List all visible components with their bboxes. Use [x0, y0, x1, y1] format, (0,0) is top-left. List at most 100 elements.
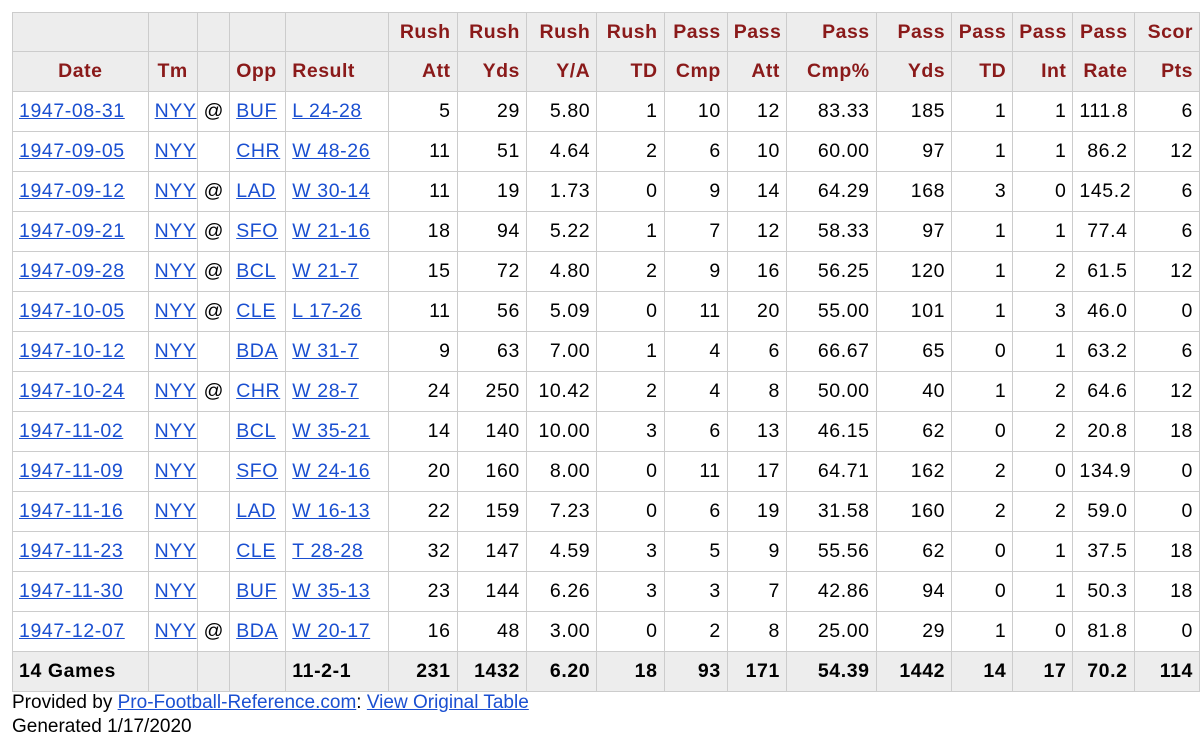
- date-link[interactable]: 1947-11-23: [19, 540, 124, 562]
- opp-link[interactable]: BUF: [236, 580, 277, 602]
- team-link[interactable]: NYY: [154, 180, 197, 202]
- result-link[interactable]: W 30-14: [292, 180, 371, 202]
- result-link[interactable]: W 48-26: [292, 140, 371, 162]
- result-link[interactable]: W 16-13: [292, 500, 371, 522]
- team-link[interactable]: NYY: [154, 540, 197, 562]
- date-link[interactable]: 1947-11-30: [19, 580, 124, 602]
- over-header-pass-att: Pass: [726, 12, 787, 52]
- team-link[interactable]: NYY: [154, 300, 197, 322]
- result-link[interactable]: W 21-16: [292, 220, 371, 242]
- team-link[interactable]: NYY: [154, 420, 197, 442]
- result-link[interactable]: W 21-7: [292, 260, 359, 282]
- team-link[interactable]: NYY: [154, 460, 197, 482]
- pro-football-reference-link[interactable]: Pro-Football-Reference.com: [117, 692, 357, 713]
- header-pass-rate[interactable]: Rate: [1072, 51, 1135, 92]
- result-link[interactable]: T 28-28: [292, 540, 364, 562]
- date-link[interactable]: 1947-12-07: [19, 620, 125, 642]
- cell-rush-yds: 51: [456, 131, 527, 172]
- cell-scor-pts: 6: [1133, 91, 1200, 132]
- cell-pass-td: 0: [951, 571, 1014, 612]
- result-link[interactable]: W 24-16: [292, 460, 371, 482]
- total-at: [196, 651, 231, 692]
- date-link[interactable]: 1947-10-24: [19, 380, 125, 402]
- date-link[interactable]: 1947-10-05: [19, 300, 125, 322]
- header-pass-yds[interactable]: Yds: [875, 51, 953, 92]
- cell-result: W 20-17: [285, 611, 390, 652]
- result-link[interactable]: W 20-17: [292, 620, 371, 642]
- source-prefix: Provided by: [12, 692, 118, 713]
- team-link[interactable]: NYY: [154, 580, 197, 602]
- opp-link[interactable]: SFO: [236, 220, 279, 242]
- header-rush-ya[interactable]: Y/A: [525, 51, 598, 92]
- team-link[interactable]: NYY: [154, 260, 197, 282]
- opp-link[interactable]: CLE: [236, 300, 276, 322]
- cell-pass-rate: 37.5: [1072, 531, 1135, 572]
- cell-pass-td: 1: [951, 611, 1014, 652]
- header-opp[interactable]: Opp: [229, 51, 287, 92]
- opp-link[interactable]: CHR: [236, 380, 281, 402]
- date-link[interactable]: 1947-10-12: [19, 340, 125, 362]
- header-pass-cmp-pct[interactable]: Cmp%: [785, 51, 877, 92]
- team-link[interactable]: NYY: [154, 220, 197, 242]
- team-link[interactable]: NYY: [154, 100, 197, 122]
- header-date[interactable]: Date: [12, 51, 149, 92]
- date-link[interactable]: 1947-09-28: [19, 260, 125, 282]
- cell-scor-pts: 18: [1133, 571, 1200, 612]
- date-link[interactable]: 1947-11-09: [19, 460, 124, 482]
- header-pass-int[interactable]: Int: [1012, 51, 1074, 92]
- header-rush-yds[interactable]: Yds: [456, 51, 527, 92]
- view-original-table-link[interactable]: View Original Table: [366, 692, 529, 713]
- opp-link[interactable]: BDA: [236, 620, 279, 642]
- header-pass-td[interactable]: TD: [951, 51, 1014, 92]
- opp-link[interactable]: SFO: [236, 460, 279, 482]
- cell-at: [196, 411, 231, 452]
- cell-result: W 48-26: [285, 131, 390, 172]
- result-link[interactable]: L 17-26: [292, 300, 362, 322]
- date-link[interactable]: 1947-09-21: [19, 220, 125, 242]
- cell-rush-yds: 48: [456, 611, 527, 652]
- opp-link[interactable]: BCL: [236, 420, 276, 442]
- header-at[interactable]: [196, 51, 231, 92]
- cell-pass-yds: 160: [875, 491, 953, 532]
- result-link[interactable]: W 35-13: [292, 580, 371, 602]
- opp-link[interactable]: BCL: [236, 260, 276, 282]
- cell-rush-ya: 4.64: [525, 131, 598, 172]
- date-link[interactable]: 1947-09-12: [19, 180, 125, 202]
- result-link[interactable]: W 28-7: [292, 380, 359, 402]
- game-log-table: Rush Rush Rush Rush Pass Pass Pass Pass Pass Pass…: [12, 12, 1200, 692]
- cell-pass-cmp-pct: 55.56: [785, 531, 877, 572]
- table-row: 1947-11-02 NYY BCL W 35-21 14 140 10.00 3 6 13 46.…: [12, 411, 1200, 452]
- cell-pass-att: 19: [726, 491, 787, 532]
- opp-link[interactable]: LAD: [236, 180, 276, 202]
- team-link[interactable]: NYY: [154, 340, 197, 362]
- opp-link[interactable]: BUF: [236, 100, 277, 122]
- date-link[interactable]: 1947-08-31: [19, 100, 125, 122]
- header-rush-att[interactable]: Att: [388, 51, 458, 92]
- result-link[interactable]: W 31-7: [292, 340, 359, 362]
- opp-link[interactable]: CHR: [236, 140, 281, 162]
- header-pass-att[interactable]: Att: [726, 51, 787, 92]
- opp-link[interactable]: BDA: [236, 340, 279, 362]
- header-team[interactable]: Tm: [147, 51, 198, 92]
- team-link[interactable]: NYY: [154, 500, 197, 522]
- date-link[interactable]: 1947-09-05: [19, 140, 125, 162]
- opp-link[interactable]: CLE: [236, 540, 276, 562]
- cell-scor-pts: 6: [1133, 211, 1200, 252]
- header-result[interactable]: Result: [285, 51, 390, 92]
- cell-pass-int: 1: [1012, 331, 1074, 372]
- over-header-rush-ya: Rush: [525, 12, 598, 52]
- result-link[interactable]: W 35-21: [292, 420, 371, 442]
- header-pass-cmp[interactable]: Cmp: [663, 51, 728, 92]
- team-link[interactable]: NYY: [154, 380, 197, 402]
- result-link[interactable]: L 24-28: [292, 100, 362, 122]
- header-scor-pts[interactable]: Pts: [1133, 51, 1200, 92]
- cell-pass-rate: 86.2: [1072, 131, 1135, 172]
- team-link[interactable]: NYY: [154, 140, 197, 162]
- team-link[interactable]: NYY: [154, 620, 197, 642]
- date-link[interactable]: 1947-11-16: [19, 500, 124, 522]
- opp-link[interactable]: LAD: [236, 500, 276, 522]
- cell-result: L 17-26: [285, 291, 390, 332]
- date-link[interactable]: 1947-11-02: [19, 420, 124, 442]
- header-rush-td[interactable]: TD: [596, 51, 665, 92]
- cell-pass-cmp-pct: 66.67: [785, 331, 877, 372]
